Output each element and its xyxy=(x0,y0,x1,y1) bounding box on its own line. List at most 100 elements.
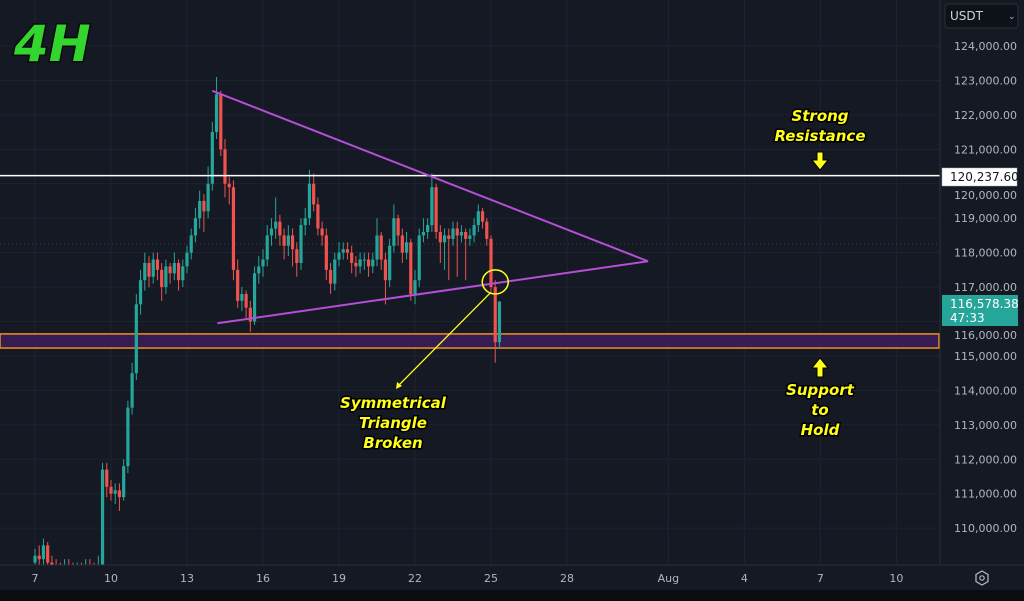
candle xyxy=(489,235,493,294)
candle-body xyxy=(358,259,362,267)
candle xyxy=(375,218,379,267)
candle xyxy=(434,183,438,239)
candle xyxy=(274,197,278,239)
currency-selector-value: USDT xyxy=(950,9,984,23)
candle-body xyxy=(206,183,210,212)
candle-body xyxy=(236,269,240,301)
candle xyxy=(223,138,227,198)
candle-body xyxy=(130,373,134,408)
candle-body xyxy=(252,273,257,322)
candle xyxy=(41,538,46,567)
candle xyxy=(109,479,113,501)
time-tick-label: 19 xyxy=(332,572,346,585)
annotation-breakout-line1: Symmetrical xyxy=(340,394,447,412)
candle xyxy=(143,252,147,291)
candle-body xyxy=(274,221,278,229)
candle-body xyxy=(210,132,214,184)
candle xyxy=(282,228,286,260)
candle-body xyxy=(379,235,383,260)
price-tick-label: 112,000.00 xyxy=(954,453,1017,466)
candle xyxy=(464,228,468,281)
candle-body xyxy=(455,228,459,236)
candle-body xyxy=(138,280,143,305)
drawings xyxy=(0,89,940,389)
time-tick-label: 4 xyxy=(741,572,748,585)
candle xyxy=(219,90,223,157)
candle-body xyxy=(193,218,198,236)
candle-body xyxy=(299,225,303,263)
candle xyxy=(185,245,189,274)
candle-body xyxy=(282,235,286,246)
candle xyxy=(100,462,105,570)
annotation-breakout-line3: Broken xyxy=(363,434,422,452)
candle xyxy=(252,266,257,325)
candle xyxy=(299,218,303,270)
candle-body xyxy=(46,545,50,563)
timeframe-label: 4H xyxy=(13,15,91,73)
candle-body xyxy=(396,218,400,236)
candle-body xyxy=(350,252,354,263)
candle-body xyxy=(50,562,54,567)
candle xyxy=(358,252,362,274)
support-zone-rect xyxy=(0,333,940,349)
candle-body xyxy=(278,221,282,236)
time-axis-labels: 7 10 13 16 19 22 25 28 Aug 4 7 10 xyxy=(32,572,904,585)
candle-body xyxy=(404,242,409,253)
candle xyxy=(164,259,168,294)
price-tick-label: 113,000.00 xyxy=(954,419,1017,432)
price-tick-label: 114,000.00 xyxy=(954,384,1017,397)
candle-body xyxy=(164,266,168,288)
time-tick-label: 16 xyxy=(256,572,270,585)
arrow-up-icon xyxy=(810,357,830,378)
candles xyxy=(33,76,502,580)
candle xyxy=(396,214,400,246)
candle xyxy=(333,252,337,291)
candle xyxy=(134,293,138,381)
candle-body xyxy=(366,259,371,267)
candle-body xyxy=(261,259,265,267)
candle-body xyxy=(447,235,451,239)
candle-body xyxy=(392,218,396,246)
chart-settings-button[interactable] xyxy=(975,570,989,586)
price-tick-label: 111,000.00 xyxy=(954,488,1017,501)
candle xyxy=(341,242,345,260)
candle xyxy=(261,249,265,277)
candle xyxy=(160,262,164,301)
currency-selector[interactable]: USDT ⌄ xyxy=(944,3,1019,29)
candle-body xyxy=(497,301,502,343)
candle-body xyxy=(286,235,290,246)
candle xyxy=(350,245,354,274)
candle xyxy=(316,197,320,236)
candle xyxy=(442,228,447,270)
candle-body xyxy=(333,259,337,284)
annotation-support-line1: Support xyxy=(786,381,855,399)
candle xyxy=(388,238,392,288)
candle-body xyxy=(442,235,447,243)
candle xyxy=(303,207,307,236)
candle-body xyxy=(328,269,333,284)
chevron-down-icon: ⌄ xyxy=(1008,12,1016,22)
candle-body xyxy=(459,231,464,236)
time-axis[interactable] xyxy=(0,565,1024,590)
candle-body xyxy=(172,262,176,274)
candle-body xyxy=(409,242,413,294)
candle-countdown: 47:33 xyxy=(950,311,985,325)
candle xyxy=(117,483,122,511)
candle xyxy=(240,287,244,312)
settings-icon xyxy=(975,570,989,586)
candle xyxy=(286,225,290,257)
candle-body xyxy=(337,252,341,260)
time-tick-label: 10 xyxy=(889,572,903,585)
time-tick-label: 7 xyxy=(32,572,39,585)
candle xyxy=(202,194,206,232)
price-tick-label: 122,000.00 xyxy=(954,109,1017,122)
price-tick-label: 124,000.00 xyxy=(954,40,1017,53)
candle-body xyxy=(312,183,316,205)
candle-body xyxy=(122,466,126,498)
candle xyxy=(265,225,269,267)
candle-body xyxy=(223,149,227,184)
price-tick-label: 116,000.00 xyxy=(954,329,1017,342)
candle-body xyxy=(176,262,181,281)
